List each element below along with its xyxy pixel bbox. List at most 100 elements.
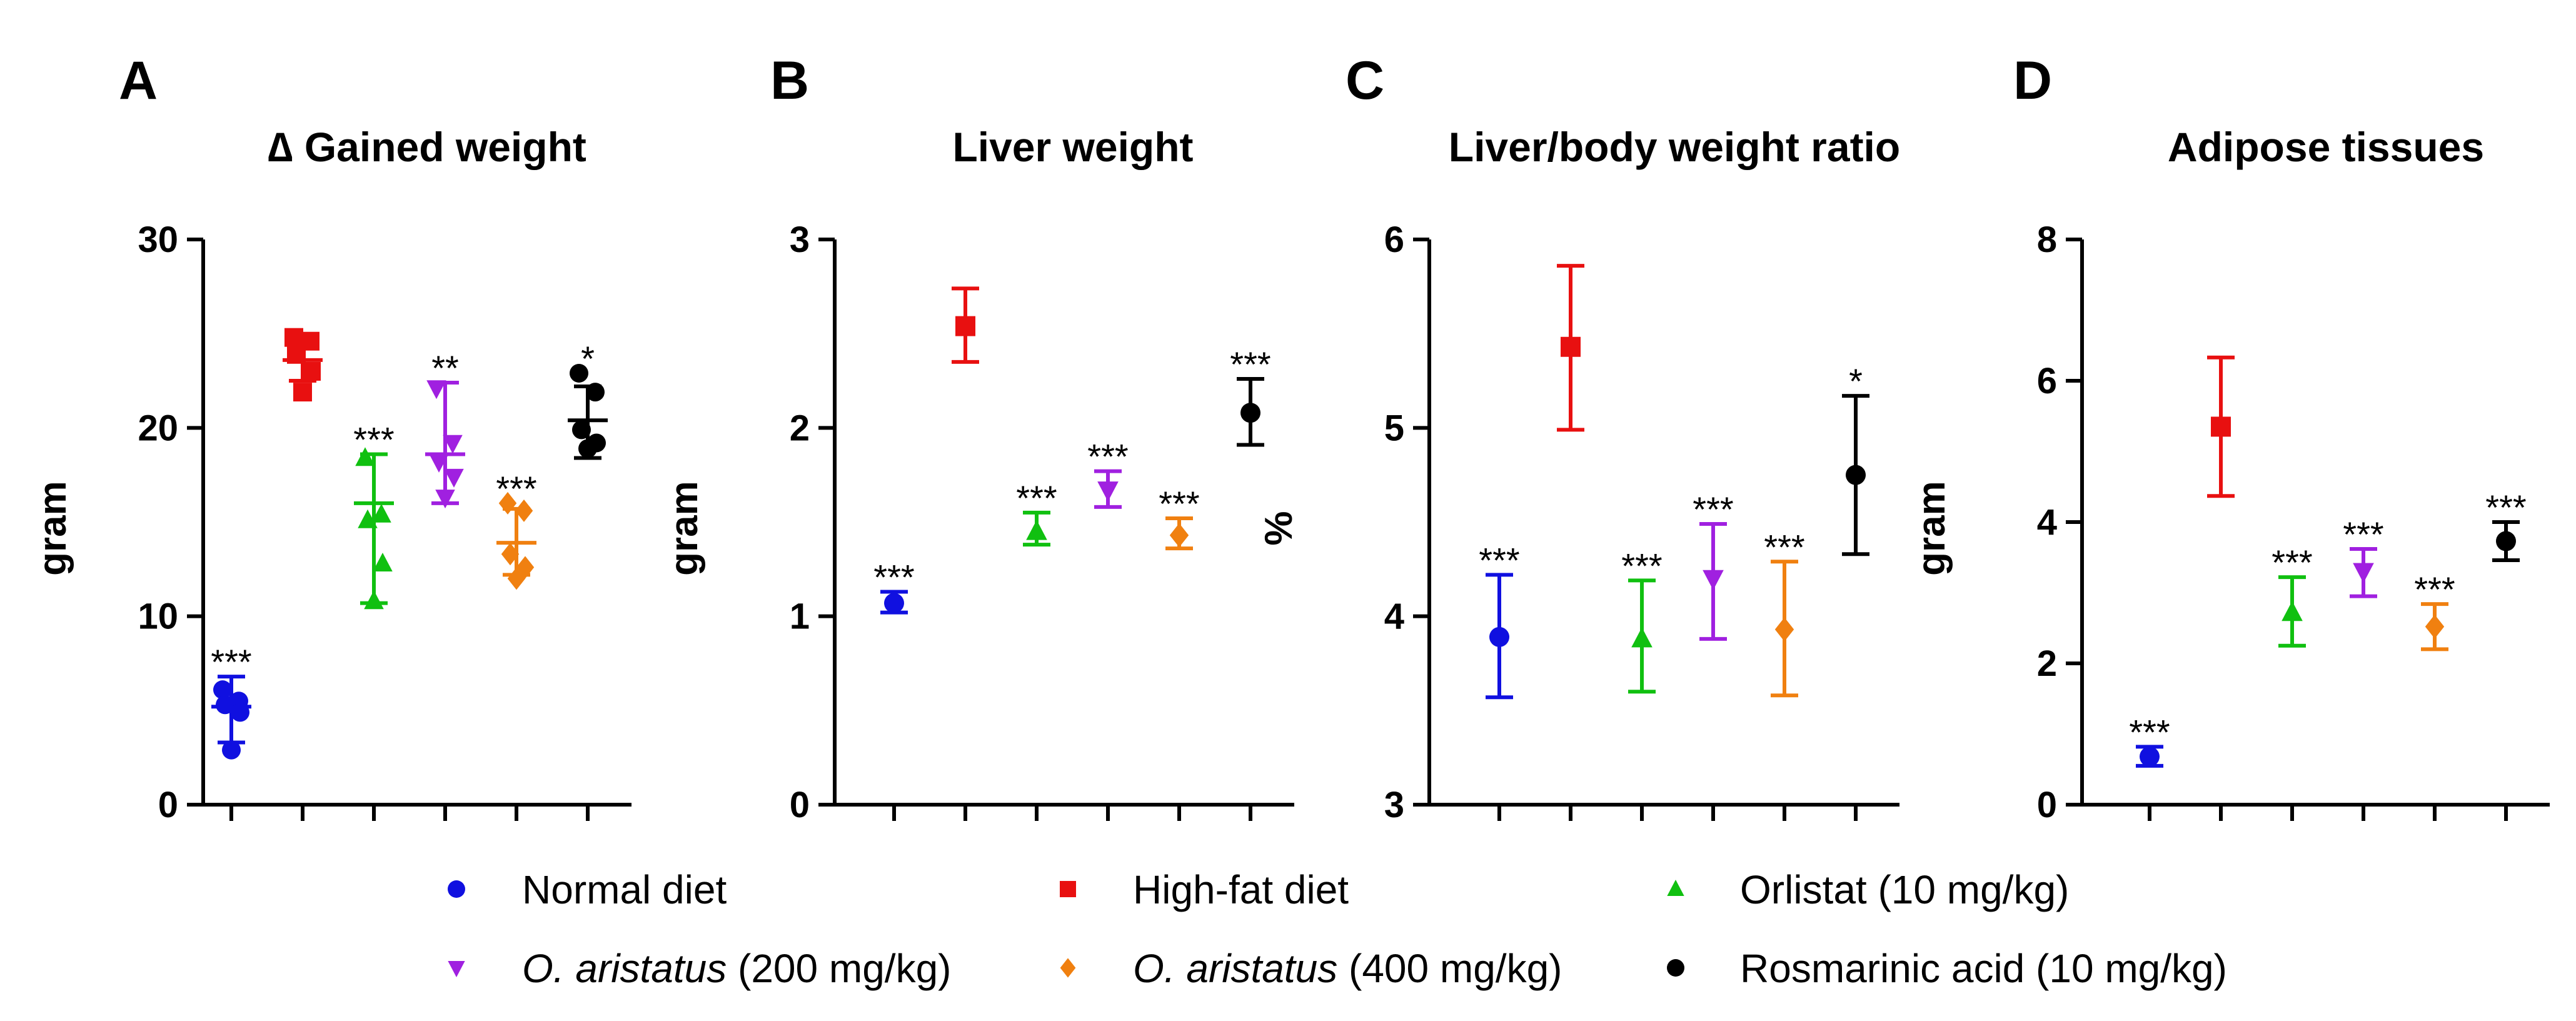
group-oa200: *** <box>1087 437 1129 821</box>
y-tick-label: 2 <box>790 408 810 448</box>
group-rosmarinic: *** <box>2485 488 2527 821</box>
data-point <box>302 361 321 381</box>
y-tick-label: 2 <box>2037 643 2057 684</box>
legend-marker <box>1060 881 1076 897</box>
mean-point <box>2353 563 2374 583</box>
mean-point <box>2140 747 2160 767</box>
y-tick-label: 1 <box>790 596 810 637</box>
y-tick-label: 0 <box>2037 785 2057 825</box>
y-tick-label: 3 <box>1384 785 1404 825</box>
group-orlistat: *** <box>353 420 395 821</box>
significance-label: *** <box>2414 570 2455 609</box>
legend-label: High-fat diet <box>1133 867 1349 912</box>
panel-title: Liver/body weight ratio <box>1449 124 1900 170</box>
y-tick-label: 0 <box>158 785 178 825</box>
legend-item-oa400: O. aristatus (400 mg/kg) <box>1060 946 1562 991</box>
data-point <box>443 435 463 454</box>
group-normal: *** <box>2129 712 2170 821</box>
mean-point <box>1026 520 1047 540</box>
y-tick-label: 4 <box>2037 502 2057 543</box>
legend-marker <box>1667 959 1684 977</box>
significance-label: *** <box>496 469 536 508</box>
legend-item-normal: Normal diet <box>448 867 727 912</box>
group-highfat <box>283 328 323 821</box>
group-rosmarinic: * <box>1842 361 1869 821</box>
data-point <box>498 491 517 515</box>
data-point <box>570 363 588 383</box>
data-point <box>355 447 375 466</box>
significance-label: *** <box>1159 484 1199 523</box>
significance-label: * <box>581 339 595 378</box>
panel-letter-C: C <box>1346 51 1384 111</box>
y-tick-label: 20 <box>138 408 178 448</box>
significance-label: *** <box>1230 345 1270 384</box>
data-point <box>515 499 533 522</box>
significance-label: *** <box>353 420 394 460</box>
panel-D: D Adipose tissues 0 2 4 6 8 gram *** *** *** *** *** <box>1910 51 2550 825</box>
significance-label: *** <box>2485 488 2526 527</box>
group-orlistat: *** <box>1621 546 1663 821</box>
data-point <box>284 328 303 347</box>
data-point <box>213 680 232 700</box>
data-point <box>507 567 526 590</box>
significance-label: ** <box>431 348 459 388</box>
data-point <box>444 468 464 488</box>
group-oa200: *** <box>1693 490 1734 821</box>
data-point <box>426 380 446 400</box>
data-point <box>222 740 241 760</box>
significance-label: *** <box>2129 712 2170 752</box>
panel-letter-A: A <box>119 51 158 111</box>
y-tick-label: 5 <box>1384 408 1404 448</box>
data-point <box>287 345 306 364</box>
data-point <box>501 543 520 566</box>
group-rosmarinic: *** <box>1230 345 1271 821</box>
data-point <box>231 703 249 722</box>
legend-item-oa200: O. aristatus (200 mg/kg) <box>448 946 951 991</box>
significance-label: *** <box>2272 543 2312 582</box>
legend-label: Normal diet <box>522 867 727 912</box>
data-point <box>572 420 591 440</box>
y-tick-label: 0 <box>790 785 810 825</box>
data-point <box>216 695 234 715</box>
legend-label-italic: O. aristatus <box>522 946 727 991</box>
y-tick-label: 10 <box>138 596 178 637</box>
mean-point <box>1097 481 1119 502</box>
mean-point <box>2211 416 2231 437</box>
y-axis-label: gram <box>1910 481 1953 576</box>
significance-label: *** <box>1016 478 1057 518</box>
data-point <box>435 490 455 509</box>
mean-point <box>2282 601 2303 621</box>
group-oa400: *** <box>1159 484 1200 821</box>
mean-point <box>1561 336 1581 357</box>
panel-title: Adipose tissues <box>2168 124 2484 170</box>
data-point <box>293 383 312 402</box>
group-oa200: ** <box>425 348 465 821</box>
data-point <box>364 590 384 610</box>
legend-item-highfat: High-fat diet <box>1060 867 1349 912</box>
y-tick-label: 6 <box>2037 361 2057 401</box>
y-tick-label: 8 <box>2037 219 2057 260</box>
significance-label: *** <box>2343 515 2383 554</box>
legend-marker <box>448 960 465 977</box>
legend-label: O. aristatus (400 mg/kg) <box>1133 946 1562 991</box>
group-orlistat: *** <box>2272 543 2313 821</box>
legend-label-rest: (200 mg/kg) <box>727 946 951 991</box>
data-point <box>586 383 605 402</box>
data-point <box>373 553 393 572</box>
legend-marker <box>1667 880 1684 897</box>
y-tick-label: 6 <box>1384 219 1404 260</box>
data-point <box>371 503 391 523</box>
mean-point <box>2496 531 2516 551</box>
group-orlistat: *** <box>1016 478 1057 821</box>
significance-label: *** <box>873 557 914 596</box>
legend-item-rosmarinic: Rosmarinic acid (10 mg/kg) <box>1667 946 2227 991</box>
mean-point <box>2425 615 2445 639</box>
significance-label: *** <box>1764 527 1804 566</box>
significance-label: *** <box>1693 490 1733 529</box>
group-highfat <box>952 286 979 821</box>
group-rosmarinic: * <box>568 339 608 821</box>
